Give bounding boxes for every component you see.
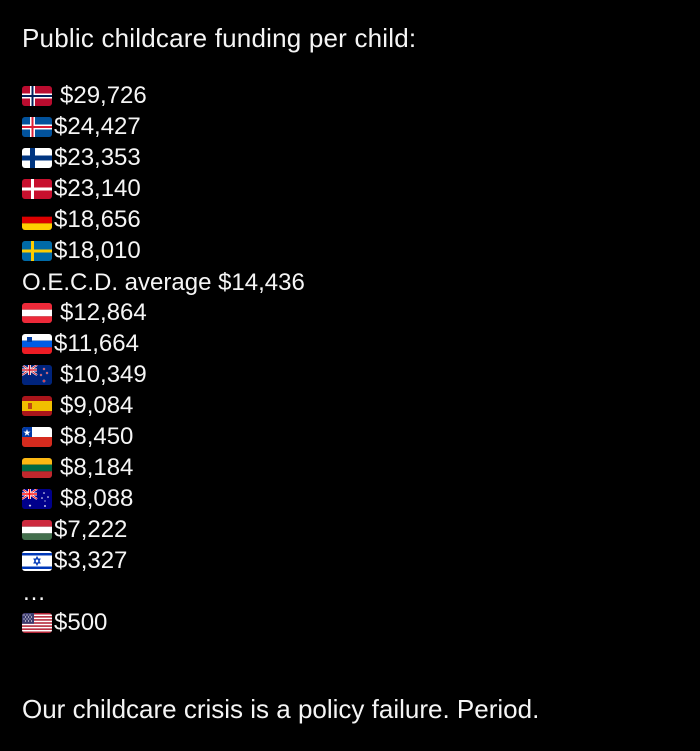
list-item: $8,088 — [22, 484, 676, 515]
list-item: $18,010 — [22, 236, 676, 267]
page-title: Public childcare funding per child: — [22, 22, 676, 55]
list-item: $8,184 — [22, 453, 676, 484]
germany-flag-icon — [22, 210, 52, 230]
amount-value: $23,140 — [54, 177, 141, 201]
austria-flag-icon — [22, 303, 52, 323]
amount-value: $500 — [54, 611, 107, 635]
amount-value: $29,726 — [60, 84, 147, 108]
nz-flag-icon — [22, 365, 52, 385]
amount-value: $8,450 — [60, 425, 133, 449]
amount-value: $8,088 — [60, 487, 133, 511]
amount-value: $3,327 — [54, 549, 127, 573]
list-item: $24,427 — [22, 112, 676, 143]
amount-value: $18,656 — [54, 208, 141, 232]
slovenia-flag-icon — [22, 334, 52, 354]
sweden-flag-icon — [22, 241, 52, 261]
lithuania-flag-icon — [22, 458, 52, 478]
list-item: $10,349 — [22, 360, 676, 391]
iceland-flag-icon — [22, 117, 52, 137]
list-item: $7,222 — [22, 515, 676, 546]
list-item: $9,084 — [22, 391, 676, 422]
australia-flag-icon — [22, 489, 52, 509]
amount-value: $23,353 — [54, 146, 141, 170]
israel-flag-icon — [22, 551, 52, 571]
list-item: $3,327 — [22, 546, 676, 577]
amount-value: $18,010 — [54, 239, 141, 263]
list-item: $500 — [22, 608, 676, 639]
chile-flag-icon — [22, 427, 52, 447]
amount-value: $24,427 — [54, 115, 141, 139]
oecd-average-line: O.E.C.D. average $14,436 — [22, 267, 676, 298]
denmark-flag-icon — [22, 179, 52, 199]
infographic-container: Public childcare funding per child: $29,… — [0, 0, 700, 751]
data-list: $29,726 $24,427 $23,353 $23,140 $18,656 $18,0… — [22, 81, 676, 639]
list-item: $23,353 — [22, 143, 676, 174]
finland-flag-icon — [22, 148, 52, 168]
amount-value: $11,664 — [54, 332, 139, 356]
amount-value: $12,864 — [60, 301, 147, 325]
list-item: $12,864 — [22, 298, 676, 329]
usa-flag-icon — [22, 613, 52, 633]
list-item: $29,726 — [22, 81, 676, 112]
amount-value: $7,222 — [54, 518, 127, 542]
list-item: $18,656 — [22, 205, 676, 236]
amount-value: $10,349 — [60, 363, 147, 387]
list-item: $23,140 — [22, 174, 676, 205]
amount-value: $8,184 — [60, 456, 133, 480]
spain-flag-icon — [22, 396, 52, 416]
footer-statement: Our childcare crisis is a policy failure… — [22, 693, 676, 733]
norway-flag-icon — [22, 86, 52, 106]
list-item: $11,664 — [22, 329, 676, 360]
ellipsis-separator: … — [22, 577, 676, 608]
hungary-flag-icon — [22, 520, 52, 540]
amount-value: $9,084 — [60, 394, 133, 418]
list-item: $8,450 — [22, 422, 676, 453]
